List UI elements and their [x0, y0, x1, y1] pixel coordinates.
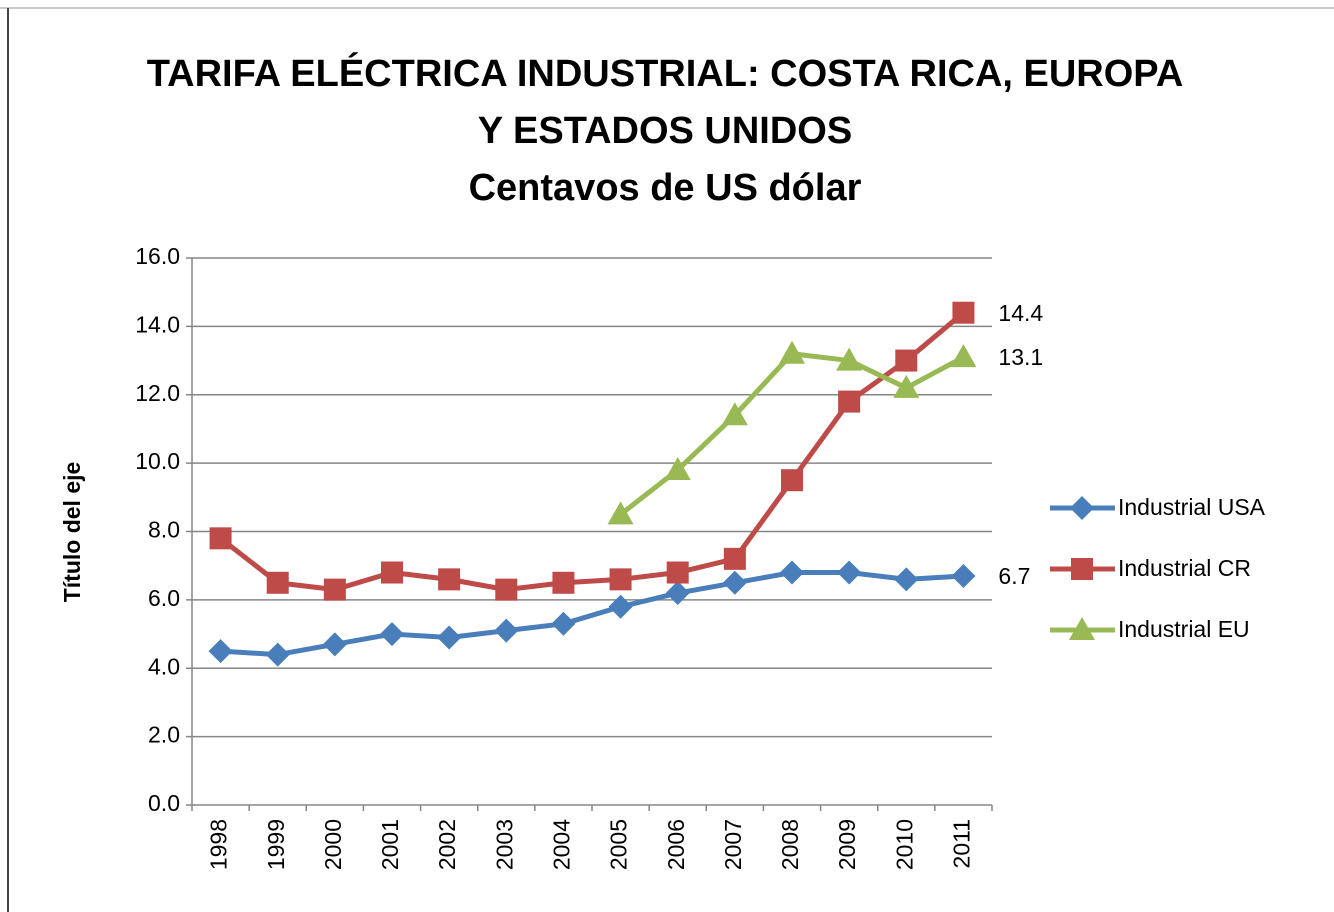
marker	[494, 618, 519, 643]
marker	[838, 390, 861, 413]
marker	[952, 301, 975, 324]
marker	[437, 625, 462, 650]
legend-label: Industrial CR	[1118, 555, 1251, 581]
legend-marker	[1070, 496, 1094, 520]
marker	[208, 639, 233, 664]
chart-title: Y ESTADOS UNIDOS	[478, 110, 852, 152]
marker	[722, 570, 747, 595]
marker	[721, 402, 748, 426]
marker	[209, 527, 232, 550]
legend-marker	[1069, 617, 1095, 640]
marker	[950, 344, 977, 368]
chart-title: TARIFA ELÉCTRICA INDUSTRIAL: COSTA RICA,…	[147, 51, 1184, 95]
marker	[836, 347, 863, 371]
marker	[266, 571, 289, 594]
y-tick-label: 16.0	[135, 243, 180, 269]
marker	[837, 560, 862, 585]
marker	[438, 568, 461, 591]
x-tick-label: 2000	[320, 819, 346, 870]
marker	[380, 622, 404, 647]
marker	[780, 560, 804, 585]
marker	[665, 581, 690, 606]
marker	[894, 567, 919, 592]
marker	[265, 642, 290, 667]
data-label: 13.1	[998, 344, 1043, 370]
chart-subtitle: Centavos de US dólar	[469, 167, 862, 209]
y-axis-title: Título del eje	[59, 462, 85, 603]
marker	[723, 547, 746, 570]
marker	[664, 456, 691, 480]
marker	[608, 594, 633, 619]
data-label: 14.4	[998, 300, 1043, 326]
data-label: 6.7	[998, 563, 1030, 589]
x-tick-label: 2007	[720, 819, 746, 870]
x-tick-label: 1998	[206, 819, 232, 870]
y-tick-label: 12.0	[135, 380, 180, 406]
marker	[322, 632, 347, 657]
marker	[779, 340, 805, 364]
x-tick-label: 2011	[949, 819, 975, 868]
y-tick-label: 14.0	[135, 311, 180, 337]
marker	[895, 349, 918, 372]
y-tick-label: 0.0	[148, 790, 180, 816]
x-tick-label: 2008	[777, 819, 803, 870]
marker	[323, 578, 346, 601]
marker	[951, 563, 976, 588]
marker	[781, 469, 803, 492]
legend-marker	[1071, 558, 1093, 580]
x-tick-label: 2010	[891, 819, 917, 870]
legend-label: Industrial EU	[1118, 616, 1250, 642]
x-tick-label: 2003	[491, 819, 517, 870]
x-tick-label: 2002	[434, 819, 460, 870]
y-tick-label: 8.0	[148, 517, 180, 543]
y-tick-label: 4.0	[148, 653, 180, 679]
marker	[666, 561, 689, 584]
x-tick-label: 2006	[663, 819, 689, 870]
marker	[893, 374, 920, 398]
x-tick-label: 1999	[263, 819, 289, 870]
y-tick-label: 2.0	[148, 722, 180, 748]
marker	[607, 501, 634, 525]
marker	[609, 568, 632, 591]
x-tick-label: 2005	[606, 819, 632, 870]
x-tick-label: 2009	[834, 819, 860, 870]
x-tick-label: 2001	[377, 819, 403, 870]
marker	[381, 561, 403, 584]
marker	[552, 571, 575, 594]
y-tick-label: 10.0	[135, 448, 180, 474]
x-tick-label: 2004	[549, 819, 575, 870]
marker	[495, 578, 518, 601]
legend-label: Industrial USA	[1118, 494, 1266, 520]
y-tick-label: 6.0	[148, 585, 180, 611]
marker	[551, 611, 576, 636]
